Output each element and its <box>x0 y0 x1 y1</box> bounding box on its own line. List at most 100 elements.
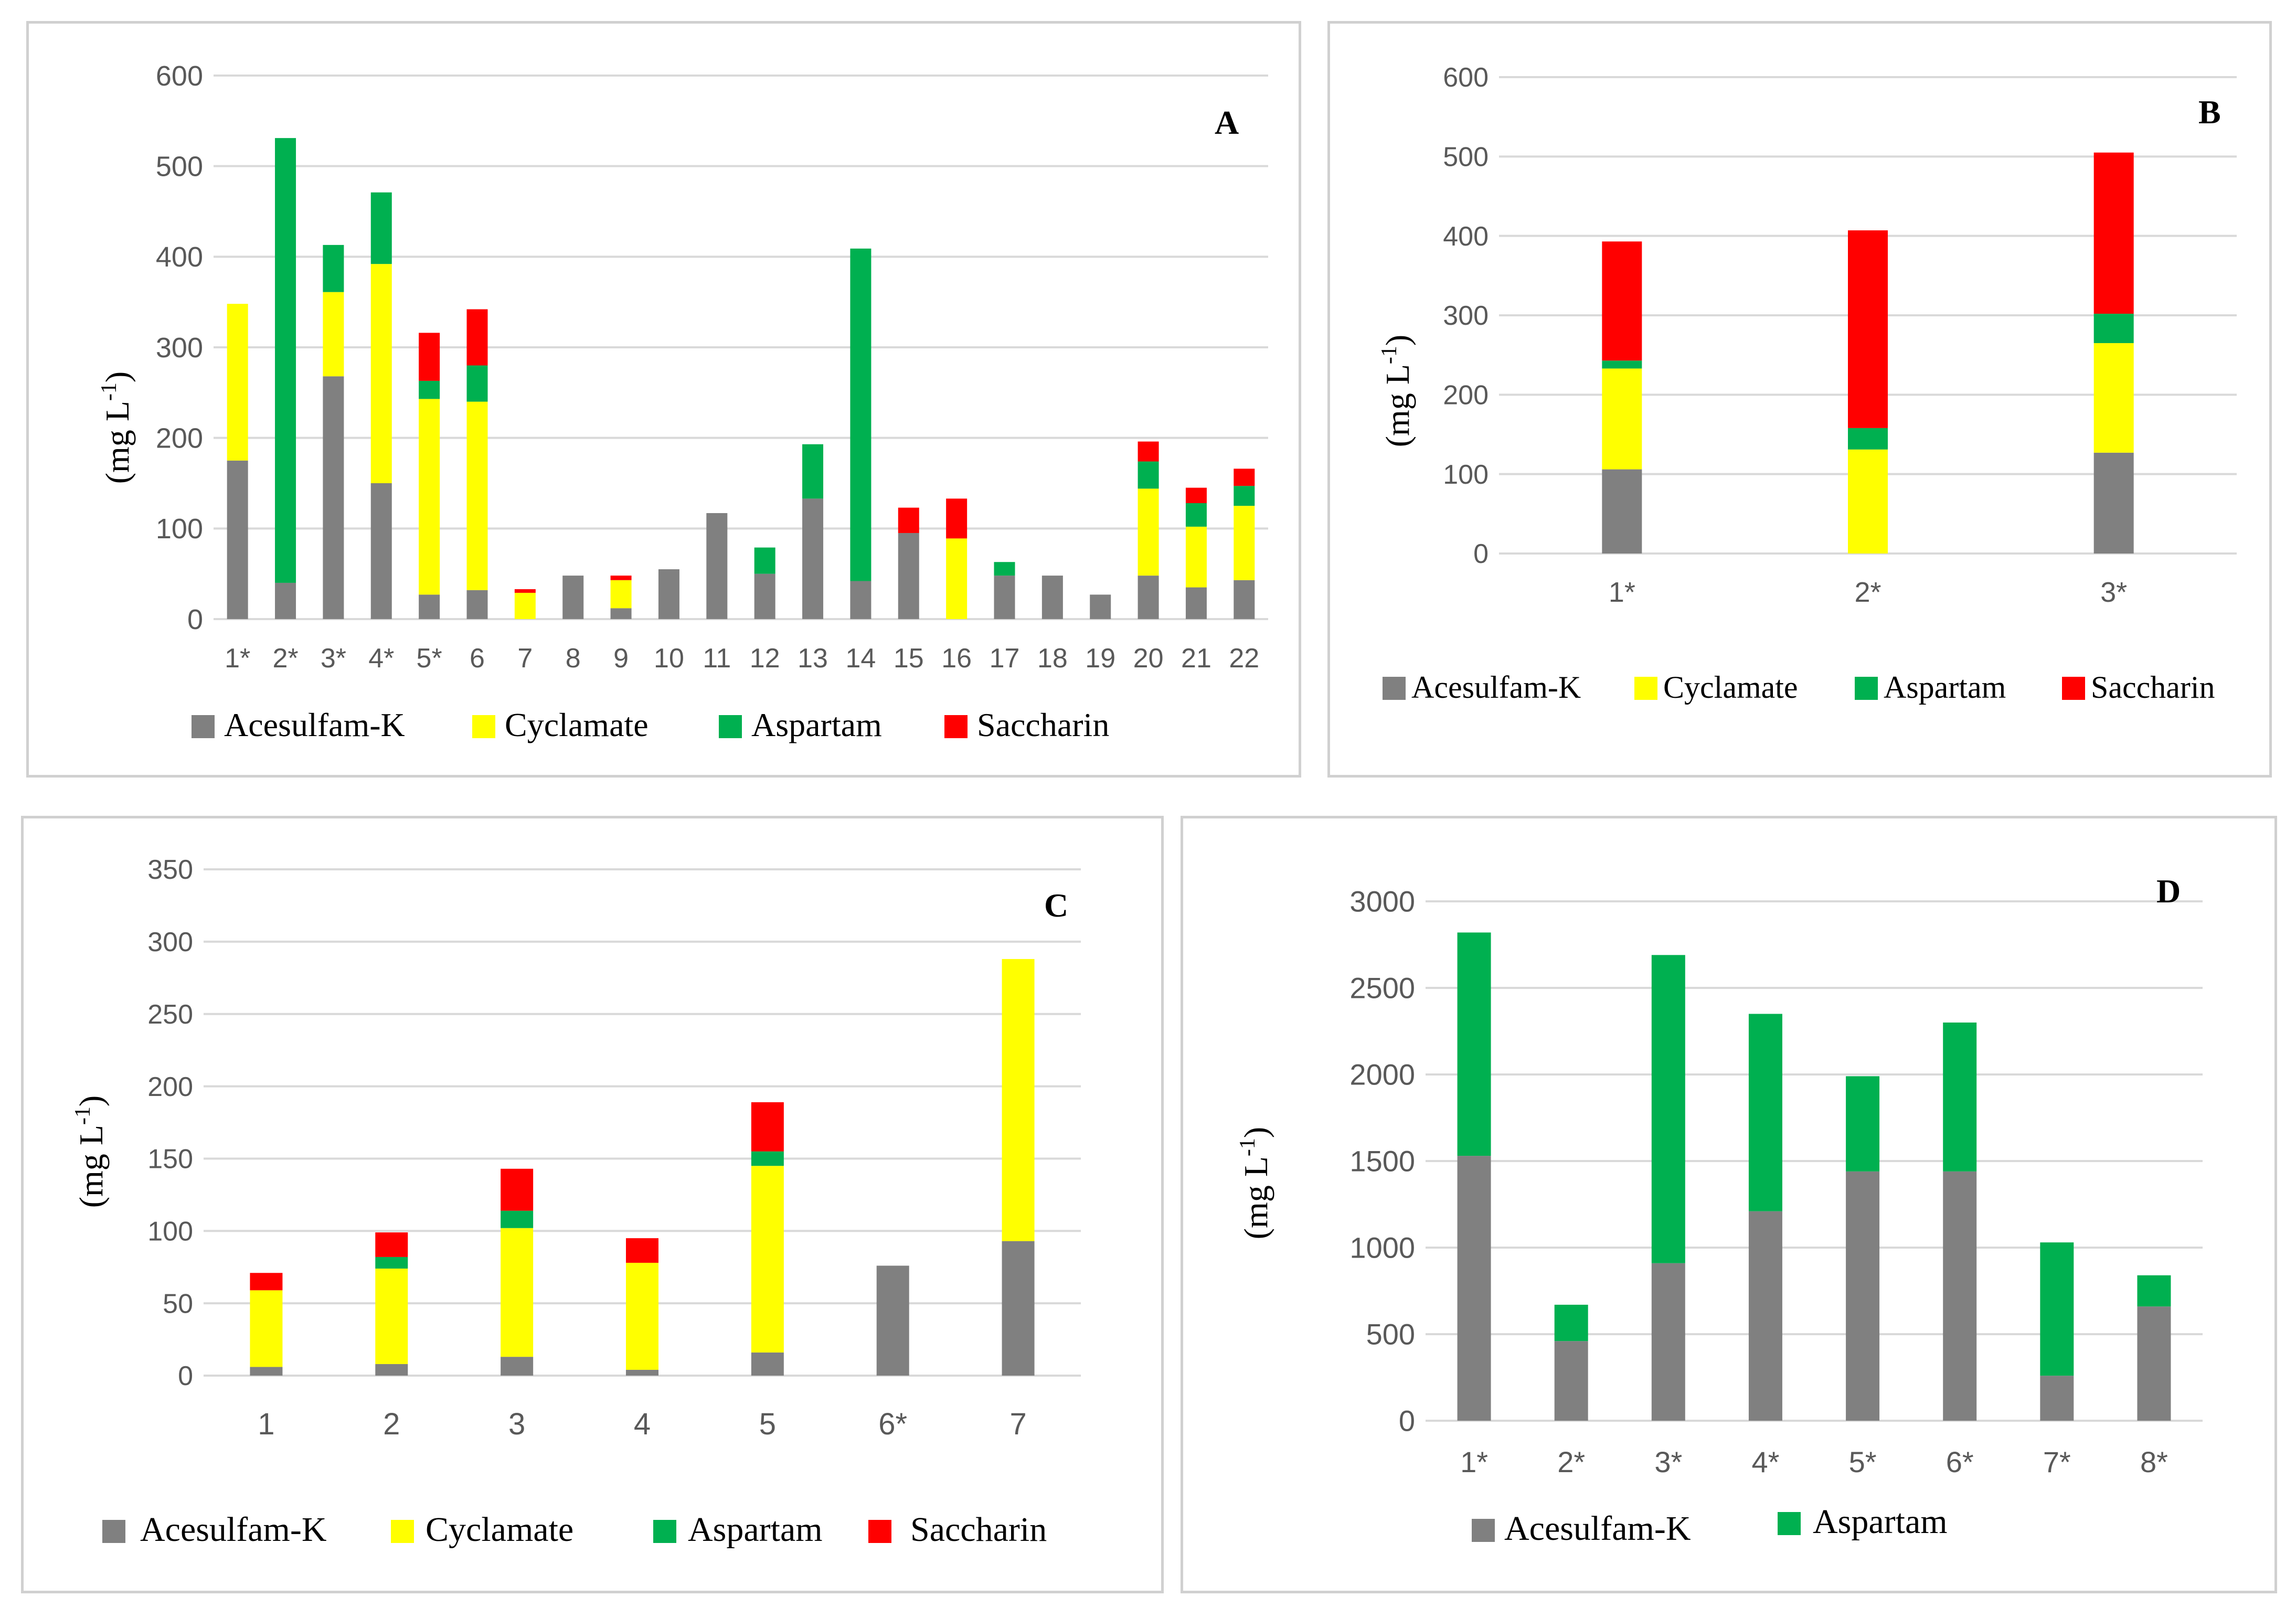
panel-letter: A <box>1215 104 1239 141</box>
x-tick-label: 6 <box>470 643 485 674</box>
bar-segment-saccharin <box>751 1102 784 1152</box>
y-tick-label: 3000 <box>1349 885 1415 918</box>
y-tick-label: 0 <box>1473 539 1489 569</box>
bar-segment-saccharin <box>610 576 632 580</box>
legend-swatch-saccharin <box>944 715 968 738</box>
labels-layer: 0 100 200 300 400 500 600 1* 2* 3* 4* 5* 6 7 8 9 10 11 12 1… <box>156 60 1259 674</box>
x-tick-label: 9 <box>613 643 629 674</box>
y-tick-label: 1000 <box>1349 1231 1415 1264</box>
x-tick-label: 21 <box>1181 643 1211 674</box>
x-tick-label: 16 <box>941 643 972 674</box>
bar-segment-saccharin <box>1602 241 1642 361</box>
bar-segment-aspartam <box>1846 1076 1880 1172</box>
bar-segment-acesulfam-k <box>2093 452 2134 553</box>
legend-swatch-cyclamate <box>1634 677 1657 700</box>
legend-label-cyclamate: Cyclamate <box>1663 670 1798 705</box>
x-tick-label: 10 <box>654 643 684 674</box>
grid-layer <box>1426 900 2203 1422</box>
bar-segment-cyclamate <box>751 1166 784 1353</box>
y-tick-label: 350 <box>147 855 193 885</box>
legend-label-aspartam: Aspartam <box>1813 1503 1948 1541</box>
x-tick-label: 6* <box>1946 1445 1974 1478</box>
y-axis-title: (mg L-1) <box>1377 335 1416 448</box>
bar-segment-acesulfam-k <box>1138 576 1159 619</box>
legend: Acesulfam-K Aspartam <box>1472 1503 1948 1548</box>
bar-segment-aspartam <box>370 192 392 264</box>
chart-panel-c: 0 50 100 150 200 250 300 350 1 2 3 4 5 6* 7 C (mg L-1)… <box>21 816 1164 1593</box>
legend-swatch-acesulfam-k <box>1383 677 1406 700</box>
legend-swatch-cyclamate <box>472 715 495 738</box>
legend-swatch-acesulfam-k <box>102 1520 125 1543</box>
bar-segment-acesulfam-k <box>501 1357 534 1376</box>
bar-segment-acesulfam-k <box>1602 469 1642 553</box>
y-tick-label: 500 <box>156 151 203 183</box>
y-tick-label: 0 <box>1399 1404 1415 1438</box>
bar-segment-aspartam <box>994 562 1015 576</box>
x-tick-label: 8* <box>2140 1445 2168 1478</box>
bar-segment-cyclamate <box>610 580 632 609</box>
legend-label-saccharin: Saccharin <box>977 706 1109 743</box>
bar-segment-acesulfam-k <box>375 1364 408 1376</box>
bar-segment-acesulfam-k <box>1846 1171 1880 1421</box>
bars-layer <box>1602 152 2134 553</box>
legend-label-aspartam: Aspartam <box>751 706 882 743</box>
y-tick-label: 200 <box>156 423 203 454</box>
bar-segment-aspartam <box>1748 1014 1782 1211</box>
y-tick-label: 100 <box>156 513 203 545</box>
bar-segment-cyclamate <box>1602 368 1642 470</box>
x-tick-label: 19 <box>1085 643 1115 674</box>
legend: Acesulfam-K Cyclamate Aspartam Saccharin <box>192 706 1109 743</box>
bar-segment-aspartam <box>323 244 344 292</box>
bar-segment-saccharin <box>626 1238 658 1263</box>
bar-segment-acesulfam-k <box>1185 587 1207 619</box>
bar-segment-acesulfam-k <box>751 1352 784 1376</box>
bar-segment-acesulfam-k <box>626 1369 658 1376</box>
y-tick-label: 300 <box>156 332 203 364</box>
legend-swatch-aspartam <box>1855 677 1878 700</box>
bar-segment-acesulfam-k <box>802 498 824 619</box>
bar-segment-acesulfam-k <box>1748 1211 1782 1421</box>
bar-segment-aspartam <box>754 547 775 574</box>
y-tick-label: 400 <box>1443 221 1489 252</box>
chart-panel-b: 0 100 200 300 400 500 600 1* 2* 3* B (mg L-1) Ace… <box>1327 21 2272 778</box>
bar-segment-aspartam <box>1848 428 1888 450</box>
y-axis-title-close: ) <box>99 371 136 382</box>
bar-segment-saccharin <box>1138 441 1159 462</box>
y-tick-label: 1500 <box>1349 1145 1415 1178</box>
bar-segment-acesulfam-k <box>754 573 775 619</box>
x-tick-label: 12 <box>750 643 780 674</box>
x-tick-label: 1 <box>258 1407 274 1441</box>
bar-segment-saccharin <box>898 507 919 533</box>
bar-segment-saccharin <box>1185 487 1207 503</box>
bar-segment-acesulfam-k <box>275 582 296 619</box>
bar-segment-cyclamate <box>323 292 344 377</box>
y-tick-label: 0 <box>178 1361 193 1391</box>
x-tick-label: 2 <box>383 1407 400 1441</box>
bar-segment-saccharin <box>419 333 440 381</box>
bar-segment-aspartam <box>375 1257 408 1269</box>
x-tick-label: 14 <box>845 643 876 674</box>
bar-segment-acesulfam-k <box>370 483 392 619</box>
bar-segment-saccharin <box>250 1273 283 1291</box>
y-axis-title: (mg L-1) <box>71 1095 110 1208</box>
legend-swatch-aspartam <box>1778 1512 1801 1535</box>
legend-label-saccharin: Saccharin <box>910 1510 1047 1549</box>
bar-segment-aspartam <box>1234 486 1255 506</box>
y-axis-title-sup: -1 <box>71 1106 95 1125</box>
panel-letter: C <box>1044 887 1068 924</box>
bar-segment-acesulfam-k <box>898 533 919 619</box>
bar-segment-acesulfam-k <box>1002 1241 1035 1376</box>
bar-segment-acesulfam-k <box>1090 594 1111 619</box>
grid-layer <box>204 868 1081 1377</box>
bar-segment-cyclamate <box>514 592 536 619</box>
bars-layer <box>1457 932 2171 1421</box>
x-tick-label: 15 <box>894 643 924 674</box>
bar-segment-aspartam <box>419 380 440 399</box>
x-tick-label: 1* <box>1609 577 1635 608</box>
bar-segment-cyclamate <box>1234 506 1255 580</box>
bar-segment-saccharin <box>946 498 968 539</box>
y-tick-label: 100 <box>147 1216 193 1247</box>
y-tick-label: 600 <box>1443 62 1489 93</box>
bar-segment-cyclamate <box>2093 343 2134 453</box>
y-axis-title-main: (mg L <box>1379 364 1416 447</box>
